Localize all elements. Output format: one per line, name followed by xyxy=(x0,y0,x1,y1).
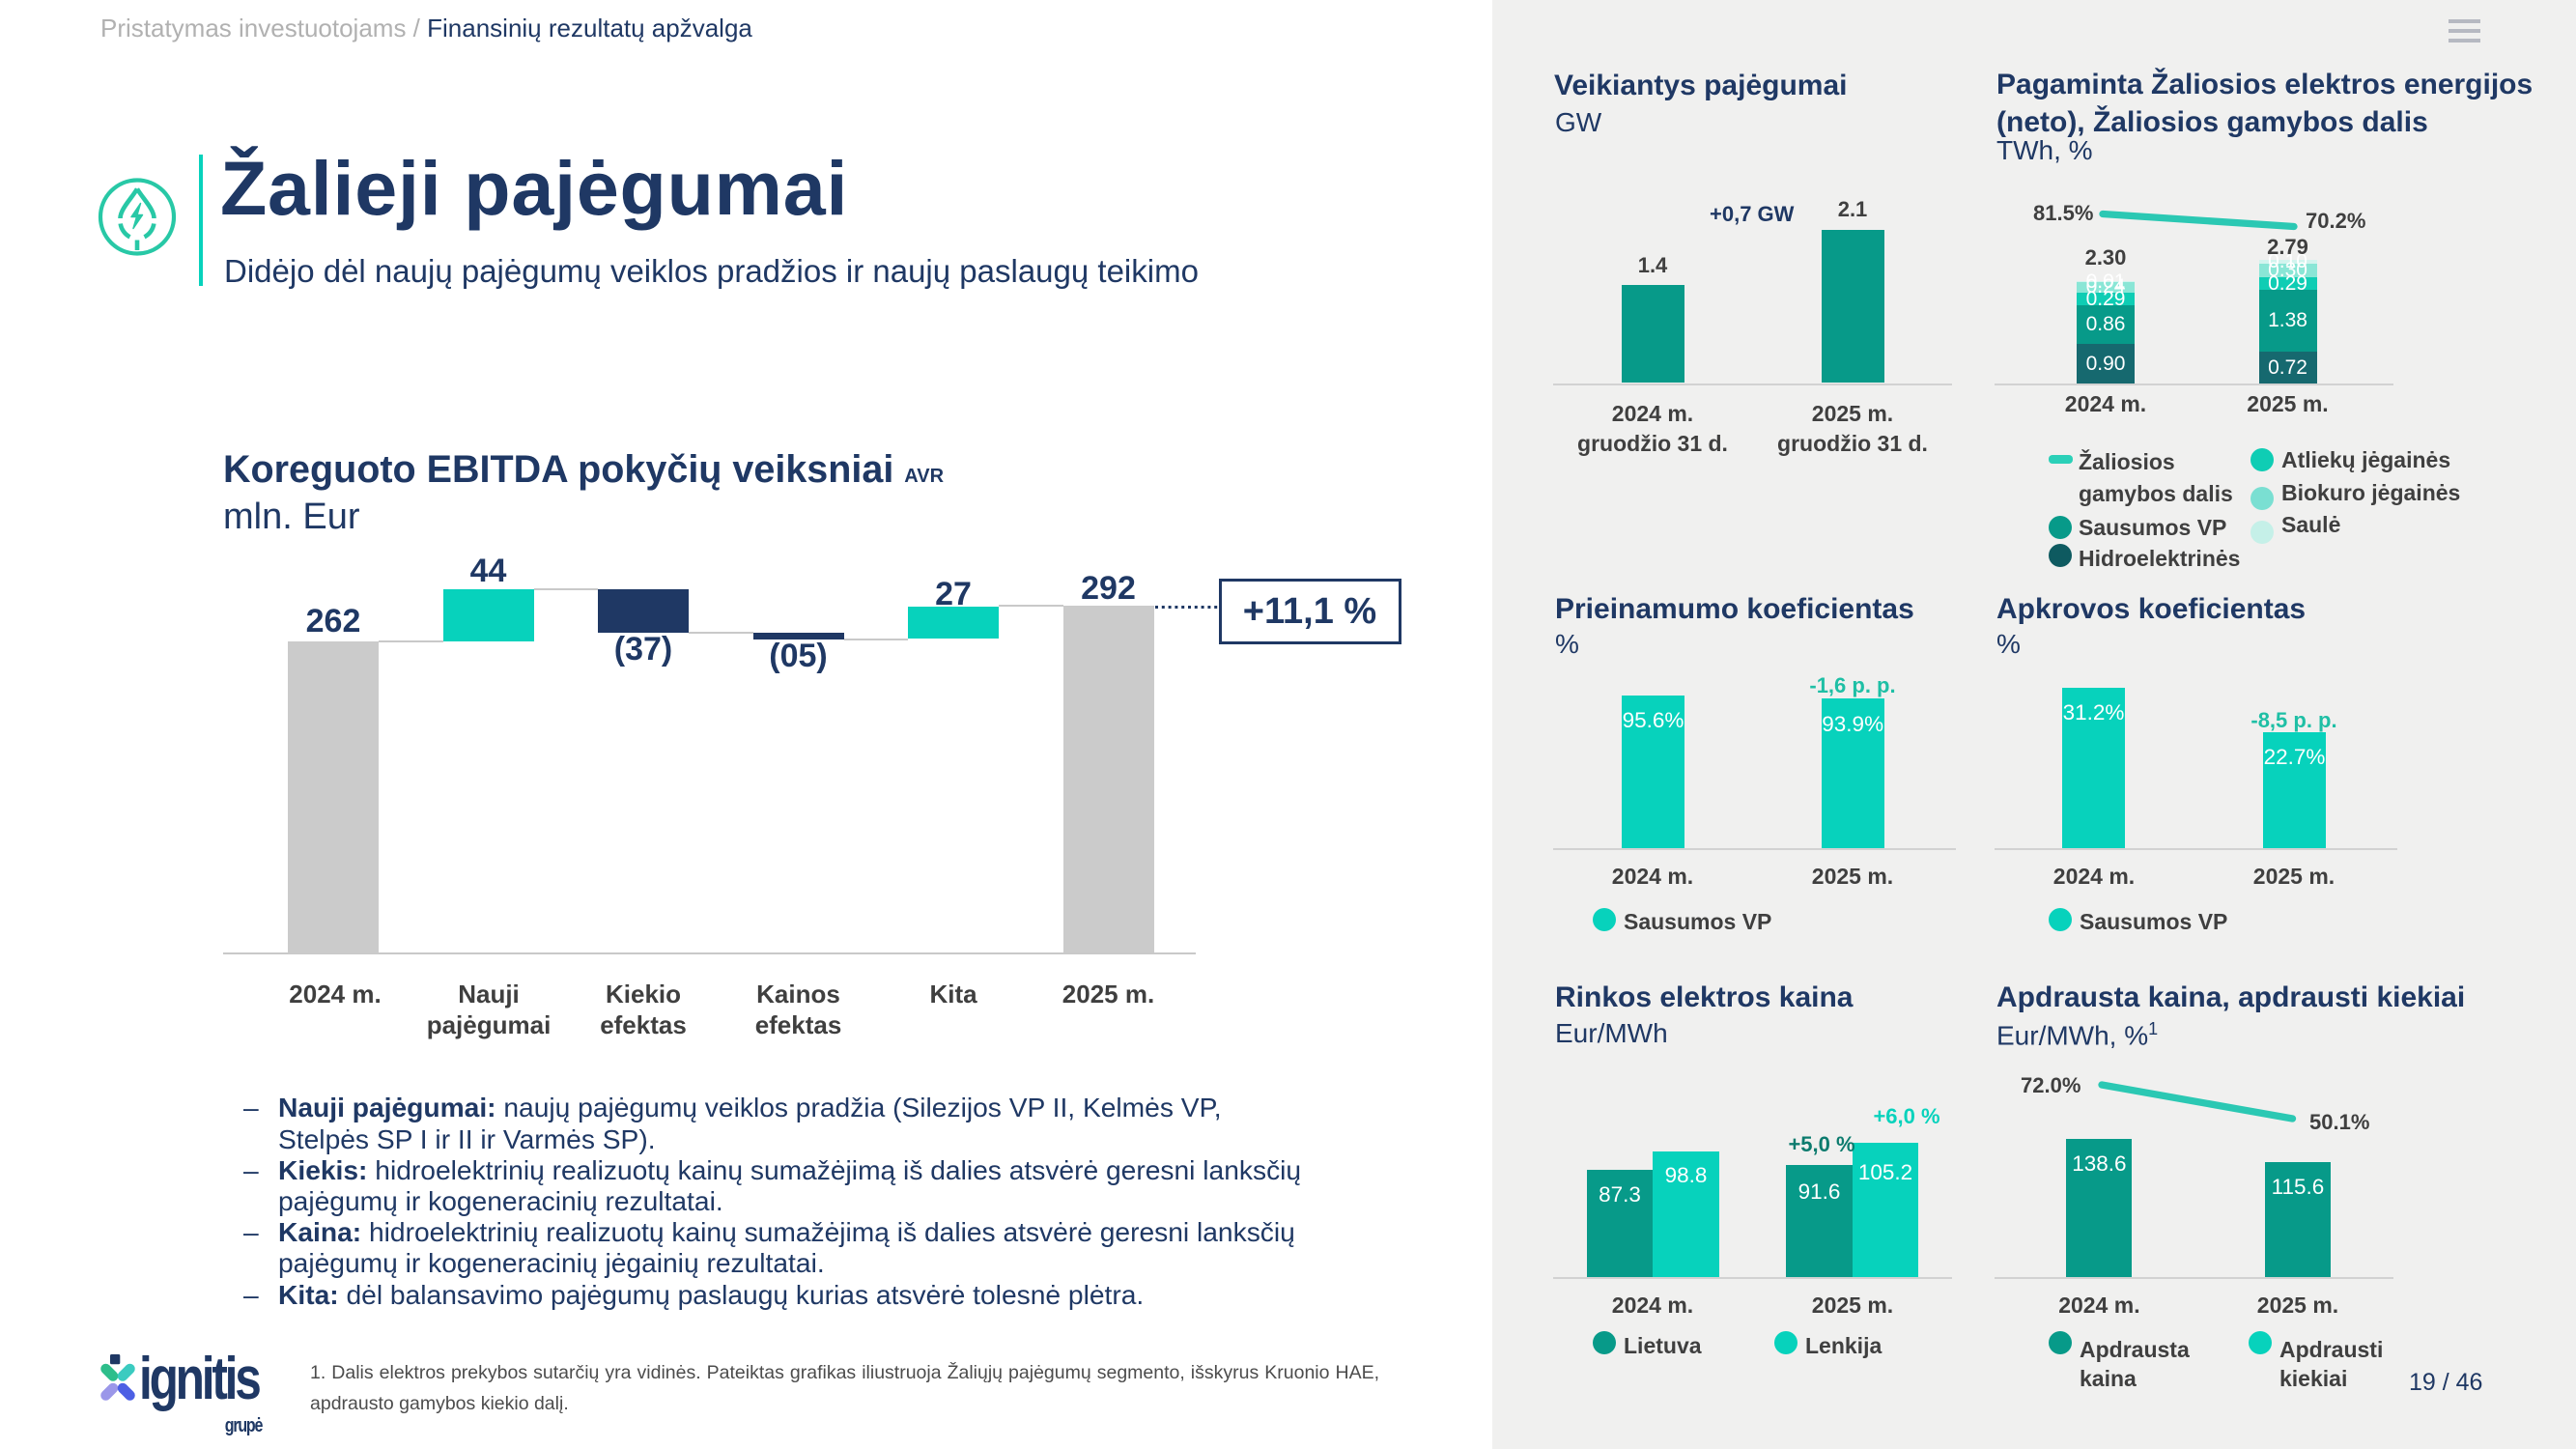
svg-text:ignitis: ignitis xyxy=(139,1349,260,1411)
svg-text:grupė: grupė xyxy=(225,1414,264,1435)
